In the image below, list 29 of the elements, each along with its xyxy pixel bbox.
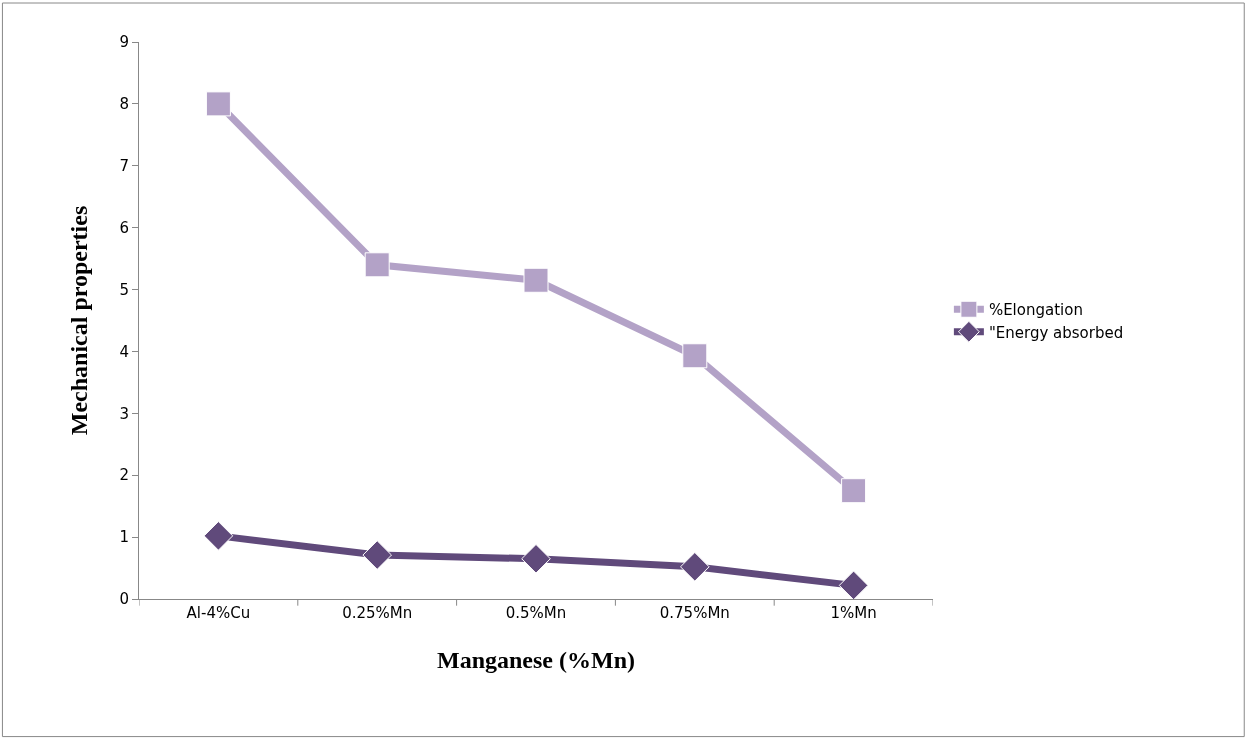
- point: [682, 343, 708, 369]
- x-axis-title: Manganese (%Mn): [437, 647, 635, 674]
- point: [362, 540, 392, 570]
- point: [364, 252, 390, 278]
- y-tick-label: 3: [119, 404, 129, 423]
- x-tick-label: 0.75%Mn: [659, 604, 730, 622]
- y-tick-label: 8: [119, 95, 129, 114]
- y-tick-label: 7: [119, 157, 129, 176]
- y-tick-label: 1: [119, 528, 129, 547]
- legend-label: "Energy absorbed: [988, 323, 1124, 342]
- point: [521, 543, 551, 574]
- point: [203, 521, 234, 551]
- y-tick-label: 4: [119, 342, 129, 361]
- x-tick-label: 0.5%Mn: [505, 604, 567, 622]
- y-tick-label: 0: [119, 590, 129, 609]
- y-tick-label: 2: [119, 466, 129, 485]
- point: [838, 570, 869, 599]
- y-tick-label: 9: [119, 33, 129, 52]
- point: [523, 267, 549, 293]
- point: [841, 478, 867, 504]
- y-tick-label: 6: [119, 218, 129, 237]
- point: [205, 91, 231, 117]
- x-tick-label: 1%Mn: [830, 604, 877, 622]
- x-tick-label: Al-4%Cu: [186, 604, 251, 622]
- y-axis-title: Mechanical properties: [65, 205, 92, 436]
- x-tick-label: 0.25%Mn: [342, 604, 413, 622]
- legend-label: %Elongation: [988, 301, 1083, 320]
- point: [680, 552, 710, 582]
- y-tick-label: 5: [119, 280, 129, 299]
